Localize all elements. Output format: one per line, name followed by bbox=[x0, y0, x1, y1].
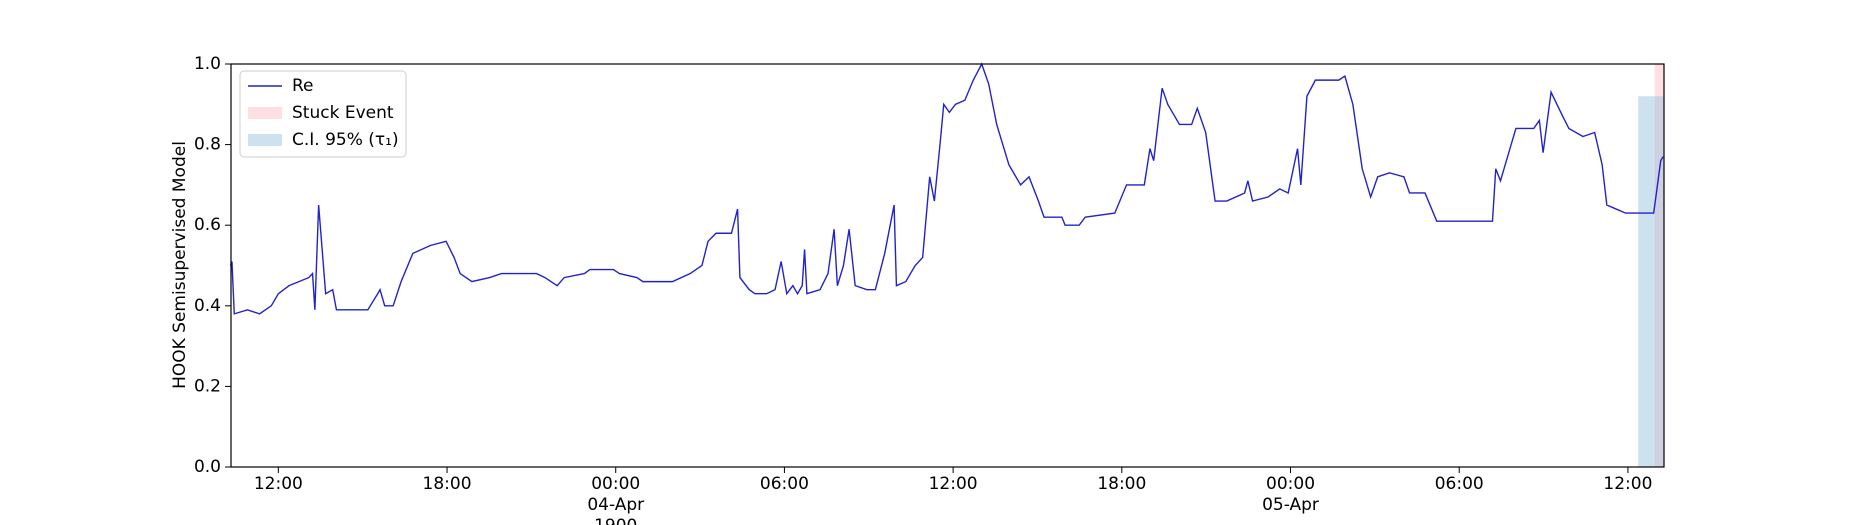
y-tick-label: 0.0 bbox=[194, 457, 221, 477]
legend-label: Re bbox=[292, 76, 314, 96]
y-axis-label: HOOK Semisupervised Model bbox=[170, 141, 190, 389]
y-tick-label: 0.6 bbox=[194, 215, 221, 235]
x-tick-label: 18:00 bbox=[423, 474, 472, 494]
x-tick-label-line: 06:00 bbox=[760, 474, 809, 494]
x-tick-label: 00:00 05-Apr bbox=[1262, 474, 1319, 515]
y-tick-label: 0.8 bbox=[194, 135, 221, 155]
y-tick-label: 1.0 bbox=[194, 54, 221, 74]
x-tick-label-line: 18:00 bbox=[423, 474, 472, 494]
data-line bbox=[229, 62, 1664, 315]
x-tick-label-line: 05-Apr bbox=[1262, 495, 1319, 515]
x-tick-label: 12:00 bbox=[1603, 474, 1652, 494]
legend: Re Stuck Event C.I. 95% (τ₁) bbox=[239, 70, 407, 158]
x-tick-label-line: 00:00 bbox=[1266, 474, 1315, 494]
y-tick-label: 0.4 bbox=[194, 296, 221, 316]
x-tick-label-line: 18:00 bbox=[1097, 474, 1146, 494]
legend-label: Stuck Event bbox=[292, 103, 394, 123]
legend-swatch bbox=[248, 134, 282, 146]
x-tick-label-line: 12:00 bbox=[254, 474, 303, 494]
x-tick-label-line: 00:00 bbox=[591, 474, 640, 494]
legend-label: C.I. 95% (τ₁) bbox=[292, 130, 399, 150]
x-tick-label-line: 06:00 bbox=[1435, 474, 1484, 494]
y-tick-label: 0.2 bbox=[194, 376, 221, 396]
x-tick-label: 18:00 bbox=[1097, 474, 1146, 494]
shaded-span bbox=[1638, 96, 1664, 468]
x-tick-label: 06:00 bbox=[1435, 474, 1484, 494]
x-tick-label: 06:00 bbox=[760, 474, 809, 494]
x-tick-label: 12:00 bbox=[254, 474, 303, 494]
x-tick-label-line: 04-Apr bbox=[587, 495, 644, 515]
x-tick-label: 12:00 bbox=[929, 474, 978, 494]
x-tick-label-line: 1900 bbox=[594, 516, 637, 525]
plot-frame bbox=[230, 63, 1665, 468]
legend-swatch bbox=[248, 107, 282, 119]
x-tick-label-line: 12:00 bbox=[1603, 474, 1652, 494]
x-tick-label-line: 12:00 bbox=[929, 474, 978, 494]
